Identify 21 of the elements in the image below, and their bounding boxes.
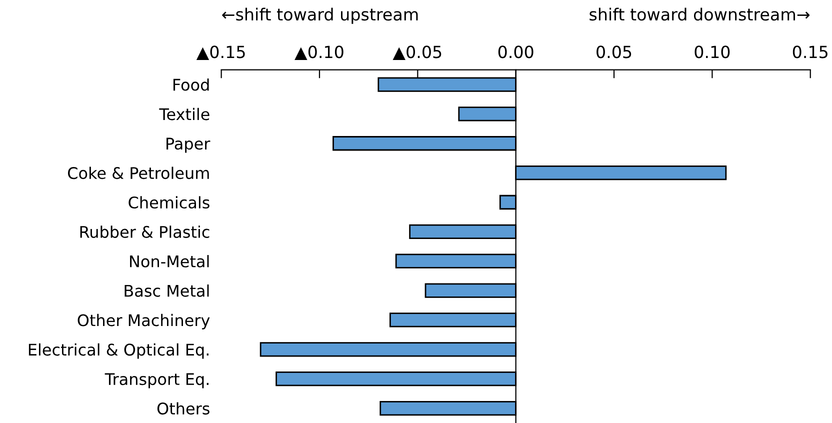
text: shift toward downstream→ [590,8,810,21]
y-tick-label: Other Machinery [78,314,210,330]
text: ←shift toward upstream [222,8,418,24]
x-tick-label: 0.05 [596,46,632,58]
y-tick-label: Others [157,402,210,415]
y-tick-label: Rubber & Plastic [80,226,210,238]
y-tick-label: Food [173,78,209,91]
y-tick-label: Textile [159,108,210,120]
y-tick-label: Non-Metal [130,255,209,268]
y-tick-label: Electrical & Optical Eq. [28,343,208,359]
x-tick-label: ▲0.10 [294,46,344,60]
x-tick-label: ▲0.15 [196,46,245,60]
x-tick-label: ▲0.05 [392,46,442,60]
y-tick-label: Coke & Petroleum [68,166,209,180]
y-tick-label: Transport Eq. [104,373,208,388]
y-tick-label: Chemicals [128,196,210,209]
y-tick-label: Basc Metal [124,284,209,297]
x-tick-label: 0.10 [694,46,730,58]
x-tick-label: 0.15 [792,46,828,58]
x-tick-label: 0.00 [498,46,534,58]
y-tick-label: Paper [166,138,210,153]
